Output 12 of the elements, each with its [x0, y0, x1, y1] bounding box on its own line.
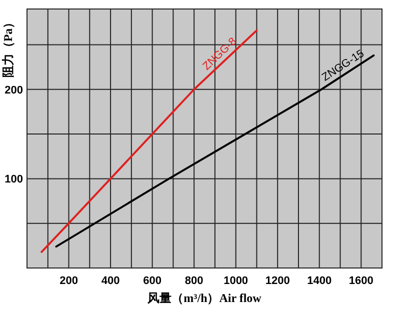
y-tick-label: 100: [4, 174, 23, 186]
x-axis-title: 风量（m³/h）Air flow: [146, 291, 262, 305]
y-axis-title: 阻力（Pa）: [1, 16, 15, 78]
x-tick-label: 400: [101, 275, 120, 287]
x-tick-label: 1600: [348, 275, 374, 287]
x-tick-label: 600: [143, 275, 162, 287]
x-tick-label: 200: [60, 275, 78, 287]
x-tick-label: 1000: [224, 275, 248, 287]
x-tick-label: 1400: [307, 275, 332, 287]
line-series: [40, 29, 258, 253]
x-tick-label: 1200: [265, 275, 290, 287]
x-tick-label: 800: [184, 275, 204, 287]
